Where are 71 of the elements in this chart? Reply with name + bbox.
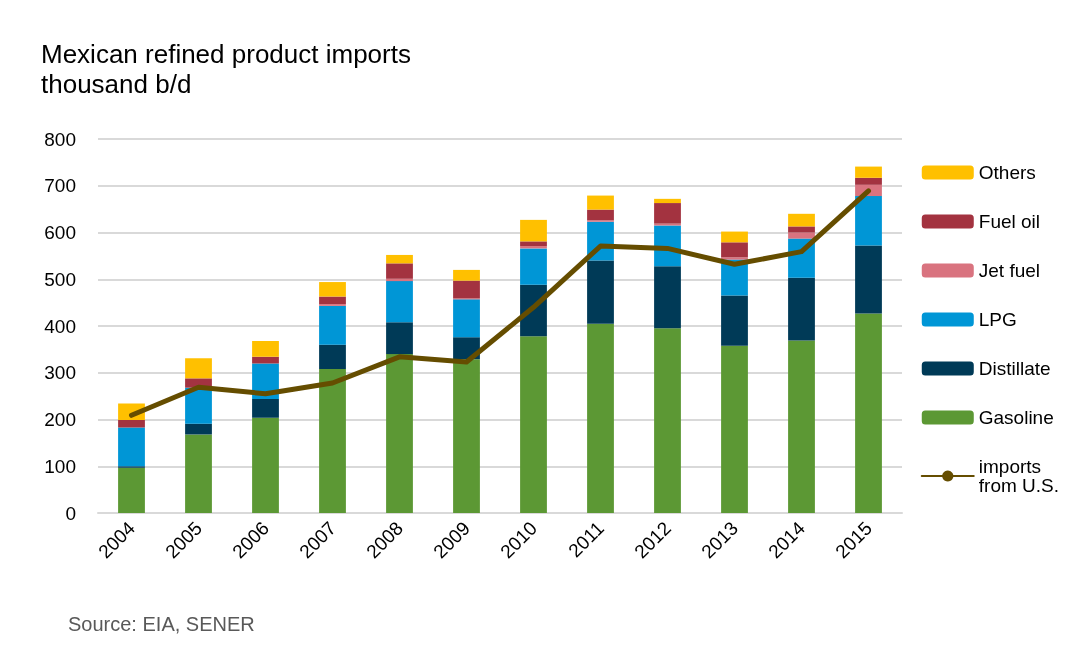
bar [520, 219, 547, 242]
bar [855, 166, 882, 178]
bar [319, 369, 346, 513]
bar [185, 358, 212, 379]
bar [721, 257, 748, 260]
y-tick-label: 700 [44, 175, 76, 197]
bar [118, 427, 145, 467]
bar [319, 296, 346, 305]
bar [788, 226, 815, 233]
legend-label: Jet fuel [978, 260, 1041, 281]
bar [855, 177, 882, 185]
bar [252, 340, 279, 357]
chart-title: Mexican refined product imports [41, 39, 411, 69]
y-tick-label: 300 [44, 362, 76, 384]
bar [252, 417, 279, 513]
legend-label: Distillate [978, 358, 1051, 379]
bar [587, 323, 614, 513]
bar [788, 340, 815, 513]
y-tick-label: 200 [44, 409, 76, 430]
bar [788, 213, 815, 227]
bar [118, 467, 145, 513]
bar [118, 419, 145, 428]
bar [453, 269, 480, 281]
bar [654, 203, 681, 224]
bar [855, 196, 882, 246]
bar [185, 387, 212, 424]
bar [721, 231, 748, 243]
bar [386, 254, 413, 264]
y-tick-label: 500 [44, 268, 76, 290]
y-tick-label: 400 [44, 315, 76, 337]
source-note: Source: EIA, SENER [68, 613, 255, 635]
bar [386, 263, 413, 279]
chart-subtitle: thousand b/d [41, 69, 192, 99]
bar [453, 280, 480, 299]
bar [453, 299, 480, 338]
bar [721, 242, 748, 258]
bar [252, 356, 279, 364]
bar [788, 232, 815, 239]
bar [855, 313, 882, 513]
bar [587, 195, 614, 210]
bar [453, 359, 480, 513]
bar [520, 241, 547, 247]
bar [319, 305, 346, 345]
bar [721, 295, 748, 346]
bar [319, 282, 346, 297]
bar [386, 322, 413, 355]
bar [386, 281, 413, 323]
legend-label: LPG [978, 309, 1017, 330]
y-tick-label: 800 [44, 128, 76, 150]
y-tick-label: 100 [44, 455, 76, 477]
bar [587, 209, 614, 221]
y-tick-label: 0 [65, 502, 76, 524]
legend-label: Fuel oil [978, 211, 1041, 232]
bar [654, 266, 681, 329]
bar [386, 354, 413, 513]
bar [587, 260, 614, 324]
bar [185, 434, 212, 513]
bar [520, 336, 547, 513]
legend-label: Gasoline [978, 407, 1054, 428]
bar [185, 423, 212, 435]
bar [520, 248, 547, 285]
bar [654, 198, 681, 204]
bar [319, 344, 346, 370]
bar [654, 328, 681, 513]
bar [252, 398, 279, 418]
legend-label: Others [978, 162, 1036, 183]
y-tick-label: 600 [44, 222, 76, 243]
bar [855, 245, 882, 314]
legend-label: imports from U.S. [978, 456, 1059, 496]
bar [721, 345, 748, 513]
bar [788, 277, 815, 341]
